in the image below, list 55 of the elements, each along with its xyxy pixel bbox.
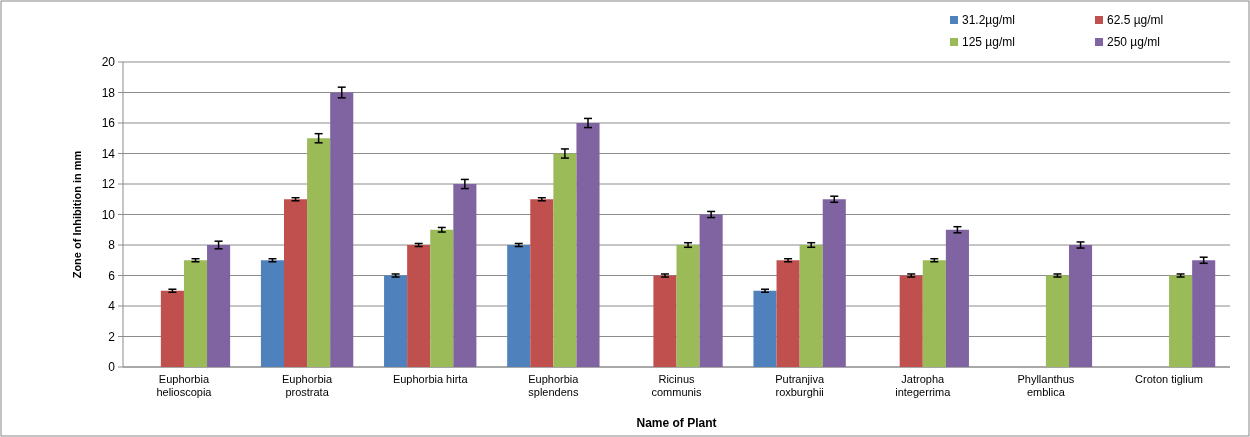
y-tick-label: 2 xyxy=(108,329,116,344)
legend-label: 125 µg/ml xyxy=(962,35,1015,50)
legend-label: 250 µg/ml xyxy=(1107,35,1160,50)
bar xyxy=(330,92,354,367)
bar xyxy=(260,260,284,367)
x-tick-label: Putranjiva roxburghii xyxy=(775,373,825,398)
x-tick-label: Euphorbia helioscopia xyxy=(156,373,213,398)
x-tick-label: Ricinus communis xyxy=(651,373,703,398)
legend-label: 62.5 µg/ml xyxy=(1107,13,1164,28)
x-tick-label: Euphorbia splendens xyxy=(528,373,580,398)
bar xyxy=(899,275,923,367)
bar xyxy=(776,260,800,367)
x-tick-label: Jatropha integerrima xyxy=(895,373,952,398)
x-tick-label: Euphorbia hirta xyxy=(392,373,469,385)
bar xyxy=(307,138,331,367)
bar xyxy=(1192,260,1216,367)
y-tick-label: 6 xyxy=(108,268,116,283)
bar xyxy=(453,184,477,367)
bar xyxy=(507,245,531,367)
x-tick-label: Euphorbia prostrata xyxy=(282,373,334,398)
bar xyxy=(699,214,723,367)
bar xyxy=(384,275,408,367)
y-tick-label: 12 xyxy=(101,177,116,192)
y-tick-label: 10 xyxy=(101,207,116,222)
y-axis-title: Zone of Inhibition in mm xyxy=(71,150,83,279)
bar xyxy=(407,245,431,367)
bar xyxy=(1069,245,1093,367)
bar xyxy=(207,245,231,367)
bar xyxy=(284,199,308,367)
y-tick-label: 16 xyxy=(101,116,116,131)
y-tick-label: 20 xyxy=(101,55,116,70)
y-tick-label: 4 xyxy=(108,299,116,314)
bar xyxy=(160,290,184,367)
bar xyxy=(1169,275,1193,367)
bar xyxy=(183,260,208,367)
x-tick-label: Phyllanthus emblica xyxy=(1017,373,1075,398)
x-axis-title: Name of Plant xyxy=(636,416,717,430)
bar xyxy=(676,245,700,367)
bar xyxy=(576,123,600,367)
bar xyxy=(822,199,846,367)
bar xyxy=(945,229,969,367)
bar xyxy=(553,153,577,367)
y-tick-label: 0 xyxy=(108,360,116,375)
bar xyxy=(430,229,454,367)
bar xyxy=(799,245,823,367)
y-tick-label: 18 xyxy=(101,85,116,100)
bar xyxy=(653,275,677,367)
bar xyxy=(753,290,777,367)
legend-label: 31.2µg/ml xyxy=(962,13,1015,28)
bar xyxy=(1045,275,1069,367)
y-tick-label: 8 xyxy=(108,238,116,253)
bar xyxy=(922,260,946,367)
bar xyxy=(530,199,554,367)
y-tick-label: 14 xyxy=(101,146,116,161)
x-tick-label: Croton tiglium xyxy=(1135,373,1203,385)
